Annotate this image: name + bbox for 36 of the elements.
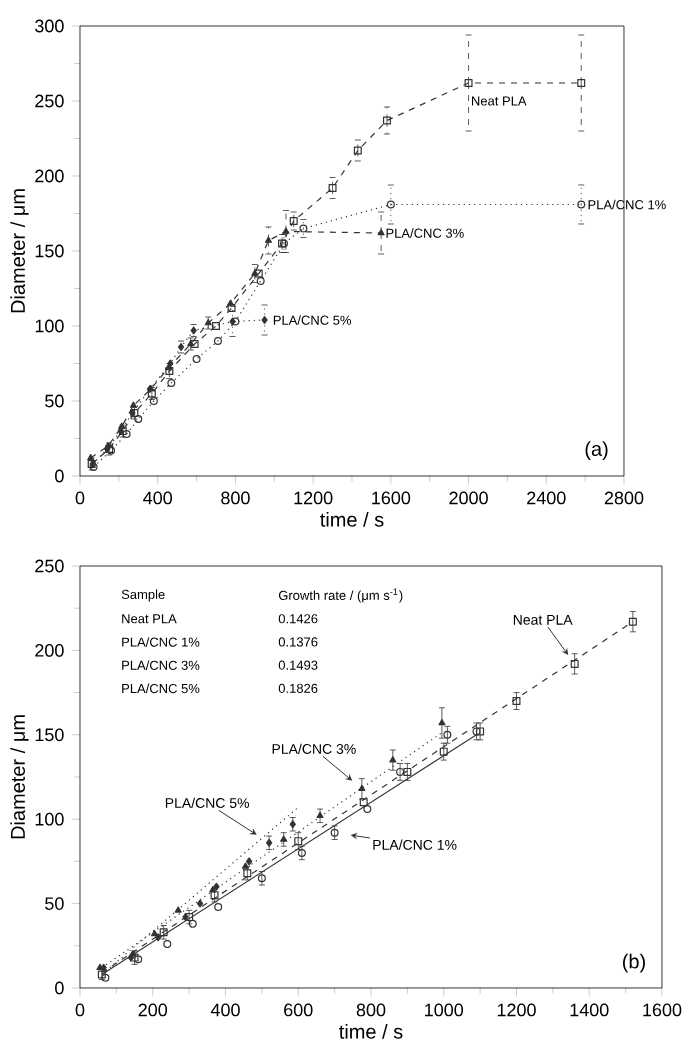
x-tick-label: 400: [210, 1003, 240, 1017]
y-tick-label: 150: [35, 728, 64, 742]
x-axis-title: time / s: [339, 1024, 403, 1039]
x-tick-label: 2000: [449, 491, 488, 505]
x-tick-label: 800: [221, 491, 250, 505]
x-tick-label: 1600: [643, 1003, 682, 1017]
y-axis-title: Diameter / μm: [10, 189, 29, 313]
x-tick-label: 0: [75, 1003, 85, 1017]
x-tick-label: 2400: [527, 491, 566, 505]
x-tick-label: 200: [138, 1003, 168, 1017]
y-tick-label: 200: [35, 169, 64, 183]
y-tick-label: 50: [45, 394, 64, 408]
annotation: (a): [585, 441, 608, 460]
x-tick-label: 1400: [570, 1003, 609, 1017]
y-axis-title: Diameter / μm: [10, 715, 29, 839]
x-tick-label: 600: [284, 1003, 313, 1017]
y-tick-label: 0: [55, 469, 64, 483]
y-tick-label: 50: [45, 897, 64, 910]
x-tick-label: 2800: [604, 491, 644, 505]
x-axis-title: time / s: [320, 512, 384, 527]
x-tick-label: 1000: [425, 1003, 464, 1017]
y-tick-label: 250: [35, 94, 64, 108]
x-tick-label: 800: [356, 1003, 386, 1017]
y-tick-label: 300: [35, 19, 64, 33]
y-tick-label: 100: [35, 812, 64, 826]
y-tick-label: 150: [35, 244, 64, 258]
x-tick-label: 0: [75, 491, 85, 505]
annotation: (b): [623, 953, 645, 973]
y-tick-label: 100: [35, 319, 64, 333]
y-tick-label: 250: [35, 559, 64, 573]
y-tick-label: 200: [35, 644, 64, 657]
x-tick-label: 1200: [497, 1003, 536, 1017]
y-tick-label: 0: [55, 981, 64, 995]
x-tick-label: 400: [143, 491, 173, 505]
x-tick-label: 1200: [294, 491, 333, 505]
x-tick-label: 1600: [372, 491, 411, 505]
